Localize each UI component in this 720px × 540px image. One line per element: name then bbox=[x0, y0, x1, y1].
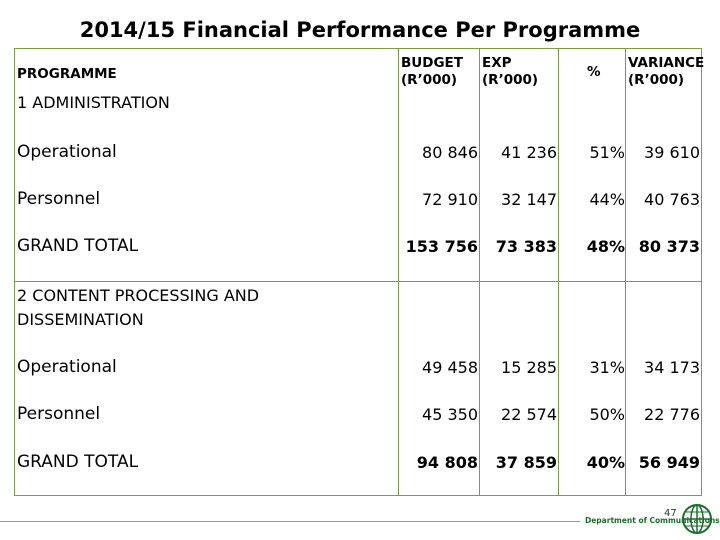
header-exp-line1: EXP bbox=[482, 55, 512, 71]
column-divider bbox=[398, 49, 399, 495]
header-programme: PROGRAMME bbox=[17, 66, 117, 82]
row-label: GRAND TOTAL bbox=[17, 236, 139, 256]
header-percent: % bbox=[587, 64, 601, 80]
row-label: Personnel bbox=[17, 189, 101, 209]
footer-divider bbox=[0, 521, 580, 522]
exp-value: 73 383 bbox=[495, 237, 557, 256]
section-title-line1: 2 CONTENT PROCESSING AND bbox=[17, 286, 260, 305]
variance-value: 22 776 bbox=[644, 405, 700, 424]
section-divider bbox=[15, 281, 701, 282]
section-title: 2 CONTENT PROCESSING AND DISSEMINATION bbox=[17, 284, 259, 332]
percent-value: 44% bbox=[589, 190, 625, 209]
percent-value: 40% bbox=[586, 453, 625, 472]
header-variance-line1: VARIANCE bbox=[628, 55, 705, 71]
page-number: 47 bbox=[664, 508, 677, 519]
header-variance: VARIANCE (R’000) bbox=[628, 55, 704, 89]
variance-value: 40 763 bbox=[644, 190, 700, 209]
column-divider bbox=[625, 49, 626, 495]
exp-value: 37 859 bbox=[495, 453, 557, 472]
section-title-line1: 1 ADMINISTRATION bbox=[17, 93, 170, 112]
column-divider bbox=[558, 49, 559, 495]
percent-value: 50% bbox=[589, 405, 625, 424]
globe-logo-icon bbox=[682, 504, 712, 534]
header-exp: EXP (R’000) bbox=[482, 55, 538, 89]
variance-value: 80 373 bbox=[638, 237, 700, 256]
budget-value: 72 910 bbox=[422, 190, 478, 209]
row-label: Personnel bbox=[17, 404, 101, 424]
section-title: 1 ADMINISTRATION bbox=[17, 91, 170, 115]
header-budget-line1: BUDGET bbox=[401, 55, 463, 71]
percent-value: 31% bbox=[589, 358, 625, 377]
page-title: 2014/15 Financial Performance Per Progra… bbox=[79, 18, 641, 42]
budget-value: 49 458 bbox=[422, 358, 478, 377]
column-divider bbox=[479, 49, 480, 495]
header-budget-line2: (R’000) bbox=[401, 72, 458, 88]
row-label: GRAND TOTAL bbox=[17, 452, 139, 472]
exp-value: 41 236 bbox=[501, 143, 557, 162]
row-label: Operational bbox=[17, 142, 117, 162]
budget-value: 80 846 bbox=[422, 143, 478, 162]
variance-value: 39 610 bbox=[644, 143, 700, 162]
exp-value: 22 574 bbox=[501, 405, 557, 424]
budget-value: 153 756 bbox=[405, 237, 478, 256]
percent-value: 48% bbox=[586, 237, 625, 256]
header-variance-line2: (R’000) bbox=[628, 72, 685, 88]
department-name: Department of Communications bbox=[585, 516, 720, 525]
financial-table: PROGRAMME BUDGET (R’000) EXP (R’000) % V… bbox=[14, 48, 704, 496]
budget-value: 45 350 bbox=[422, 405, 478, 424]
header-exp-line2: (R’000) bbox=[482, 72, 539, 88]
exp-value: 32 147 bbox=[501, 190, 557, 209]
budget-value: 94 808 bbox=[416, 453, 478, 472]
row-label: Operational bbox=[17, 357, 117, 377]
variance-value: 56 949 bbox=[638, 453, 700, 472]
percent-value: 51% bbox=[589, 143, 625, 162]
variance-value: 34 173 bbox=[644, 358, 700, 377]
exp-value: 15 285 bbox=[501, 358, 557, 377]
header-budget: BUDGET (R’000) bbox=[401, 55, 463, 89]
section-title-line2: DISSEMINATION bbox=[17, 310, 144, 329]
